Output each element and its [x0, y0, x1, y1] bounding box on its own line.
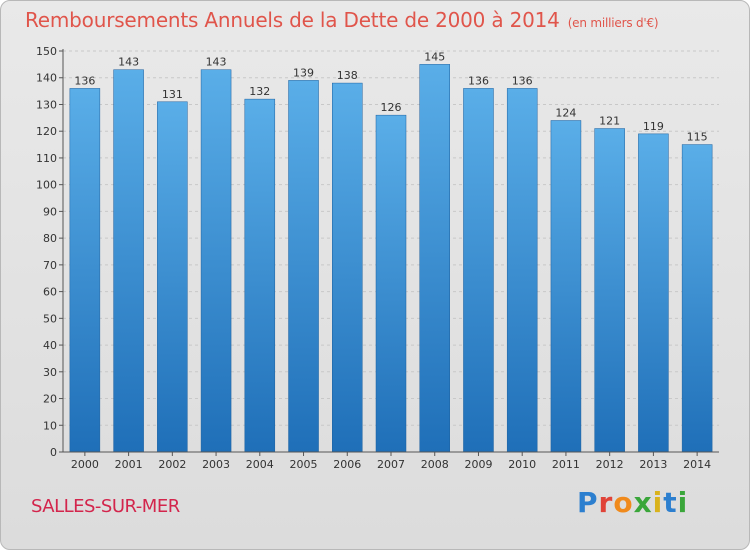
y-tick-label: 0 — [50, 446, 57, 459]
x-tick-label: 2014 — [683, 458, 711, 471]
y-tick-label: 100 — [36, 179, 57, 192]
y-tick-label: 80 — [43, 232, 57, 245]
x-tick-label: 2012 — [596, 458, 624, 471]
bar — [375, 114, 407, 453]
chart-unit-label: (en milliers d'€) — [567, 16, 659, 30]
x-tick-label: 2002 — [158, 458, 186, 471]
bar — [332, 82, 363, 453]
y-axis-ticks: 0 10 20 30 40 50 60 70 80 90 100 110 120 130 140 150 — [36, 45, 63, 459]
x-tick-label: 2001 — [115, 458, 143, 471]
bar-value-label: 136 — [74, 74, 95, 87]
y-tick-label: 60 — [43, 286, 57, 299]
bar — [419, 64, 450, 453]
bar-value-label: 136 — [468, 74, 489, 87]
commune-name: SALLES-SUR-MER — [31, 496, 180, 517]
bar-value-label: 136 — [512, 74, 533, 87]
bar — [550, 120, 582, 453]
bar-value-label: 132 — [249, 85, 270, 98]
chart-title: Remboursements Annuels de la Dette de 20… — [25, 8, 659, 32]
axes — [62, 49, 719, 453]
y-tick-label: 130 — [36, 98, 57, 111]
y-tick-label: 30 — [43, 366, 57, 379]
bar — [157, 101, 188, 453]
bar — [69, 88, 101, 453]
y-tick-label: 40 — [43, 339, 57, 352]
bar — [113, 69, 144, 453]
x-tick-label: 2010 — [508, 458, 536, 471]
bars — [69, 64, 713, 453]
x-axis-ticks: 2000 2001 2002 2003 2004 2005 2006 2007 2008 2009… — [71, 452, 711, 471]
x-tick-label: 2013 — [639, 458, 667, 471]
bar-value-label: 138 — [337, 69, 358, 82]
bar — [681, 144, 713, 453]
bar-value-label: 115 — [687, 131, 708, 144]
bar — [288, 80, 319, 453]
bar — [200, 69, 232, 453]
y-tick-label: 140 — [36, 72, 57, 85]
y-tick-label: 70 — [43, 259, 57, 272]
x-tick-label: 2005 — [290, 458, 318, 471]
y-tick-label: 90 — [43, 205, 57, 218]
x-tick-label: 2000 — [71, 458, 99, 471]
bar — [244, 98, 276, 453]
chart-title-text: Remboursements Annuels de la Dette de 20… — [25, 8, 560, 32]
bar-value-label: 139 — [293, 66, 314, 79]
y-tick-label: 150 — [36, 45, 57, 58]
bar-value-label: 126 — [381, 101, 402, 114]
y-tick-label: 110 — [36, 152, 57, 165]
bar-value-label: 119 — [643, 120, 664, 133]
y-tick-label: 50 — [43, 312, 57, 325]
data-labels: 136 143 131 143 132 139 138 126 145 136 136 124 121 1… — [74, 50, 707, 143]
x-tick-label: 2007 — [377, 458, 405, 471]
bar-value-label: 143 — [118, 56, 139, 69]
bar — [638, 133, 669, 453]
bar-value-label: 143 — [206, 56, 227, 69]
proxiti-logo: Proxiti — [577, 486, 689, 519]
x-tick-label: 2003 — [202, 458, 230, 471]
bar — [506, 88, 538, 453]
y-tick-label: 20 — [43, 393, 57, 406]
y-tick-label: 120 — [36, 125, 57, 138]
bar — [463, 88, 494, 453]
bar — [594, 128, 625, 453]
bar-value-label: 124 — [555, 107, 576, 120]
x-tick-label: 2009 — [464, 458, 492, 471]
bar-value-label: 131 — [162, 88, 183, 101]
x-tick-label: 2006 — [333, 458, 361, 471]
x-tick-label: 2004 — [246, 458, 274, 471]
x-tick-label: 2011 — [552, 458, 580, 471]
bar-value-label: 121 — [599, 115, 620, 128]
x-tick-label: 2008 — [421, 458, 449, 471]
bar-value-label: 145 — [424, 50, 445, 63]
y-tick-label: 10 — [43, 419, 57, 432]
